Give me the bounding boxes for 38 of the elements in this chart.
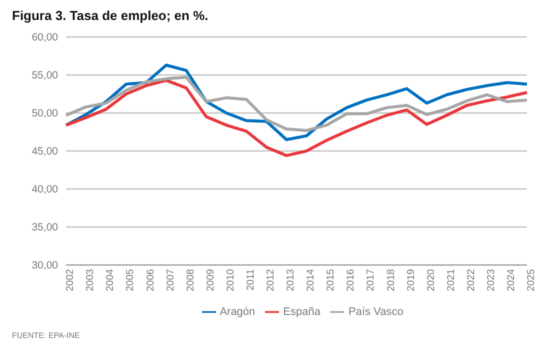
source-note: FUENTE: EPA-INE bbox=[12, 331, 81, 340]
x-tick-label: 2019 bbox=[406, 268, 417, 292]
x-tick-label: 2011 bbox=[245, 268, 256, 291]
x-tick-label: 2010 bbox=[225, 268, 236, 292]
x-tick-label: 2025 bbox=[526, 268, 538, 292]
y-tick-label: 30,00 bbox=[32, 260, 58, 272]
y-tick-label: 50,00 bbox=[32, 108, 58, 120]
x-tick-label: 2016 bbox=[346, 268, 357, 292]
chart-title: Figura 3. Tasa de empleo; en %. bbox=[12, 8, 210, 23]
x-tick-label: 2006 bbox=[145, 268, 156, 292]
x-tick-label: 2018 bbox=[386, 268, 397, 292]
y-tick-label: 60,00 bbox=[32, 32, 58, 44]
x-tick-label: 2020 bbox=[426, 268, 437, 292]
x-tick-label: 2014 bbox=[306, 268, 317, 292]
x-tick-label: 2013 bbox=[286, 268, 297, 292]
x-tick-label: 2004 bbox=[105, 268, 116, 292]
x-tick-label: 2022 bbox=[466, 268, 477, 292]
y-tick-label: 45,00 bbox=[32, 146, 58, 158]
x-tick-label: 2009 bbox=[205, 268, 216, 292]
x-tick-label: 2017 bbox=[366, 268, 377, 292]
x-tick-label: 2008 bbox=[185, 268, 196, 292]
x-tick-label: 2015 bbox=[326, 268, 337, 292]
x-tick-label: 2021 bbox=[446, 268, 457, 292]
legend-label: España bbox=[283, 306, 320, 318]
y-tick-label: 40,00 bbox=[32, 184, 58, 196]
line-series bbox=[64, 78, 528, 158]
x-tick-label: 2007 bbox=[165, 268, 176, 292]
legend-label: Aragón bbox=[220, 306, 256, 318]
y-tick-label: 55,00 bbox=[32, 70, 58, 82]
x-tick-label: 2024 bbox=[506, 268, 518, 292]
y-tick-label: 35,00 bbox=[32, 222, 58, 234]
x-tick-label: 2023 bbox=[486, 268, 498, 292]
legend-label: País Vasco bbox=[348, 306, 404, 318]
x-tick-label: 2003 bbox=[85, 268, 96, 292]
line-series bbox=[64, 76, 528, 132]
x-tick-label: 2012 bbox=[266, 268, 277, 292]
x-tick-label: 2005 bbox=[125, 268, 136, 292]
x-tick-label: 2002 bbox=[65, 268, 76, 292]
